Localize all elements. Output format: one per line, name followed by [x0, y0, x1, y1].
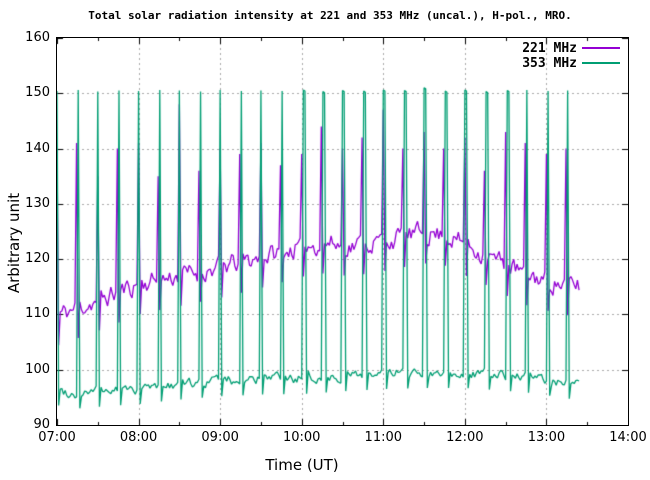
y-tick-label: 140	[25, 140, 50, 156]
x-tick-label: 07:00	[38, 430, 76, 445]
legend-label-221mhz: 221 MHz	[522, 41, 577, 56]
legend-line-sample-221mhz	[582, 47, 620, 49]
plot-border	[56, 37, 629, 426]
x-tick-label: 10:00	[282, 430, 321, 445]
y-tick-label: 110	[25, 306, 50, 322]
x-tick-label: 11:00	[364, 430, 403, 445]
chart-title: Total solar radiation intensity at 221 a…	[88, 9, 572, 22]
x-axis-label: Time (UT)	[265, 456, 339, 474]
y-tick-label: 120	[25, 251, 50, 267]
x-tick-label: 14:00	[609, 430, 647, 445]
y-tick-label: 130	[25, 195, 50, 211]
legend-line-sample-353mhz	[582, 62, 620, 64]
x-tick-label: 08:00	[119, 430, 158, 445]
x-tick-label: 09:00	[201, 430, 239, 445]
y-tick-label: 160	[25, 30, 50, 45]
y-tick-label: 150	[25, 85, 50, 101]
x-tick-label: 13:00	[527, 430, 566, 445]
legend-label-353mhz: 353 MHz	[522, 56, 577, 71]
y-tick-label: 90	[33, 417, 50, 432]
plot-area	[57, 38, 628, 425]
x-tick-label: 12:00	[446, 430, 484, 445]
y-tick-label: 100	[25, 361, 50, 377]
